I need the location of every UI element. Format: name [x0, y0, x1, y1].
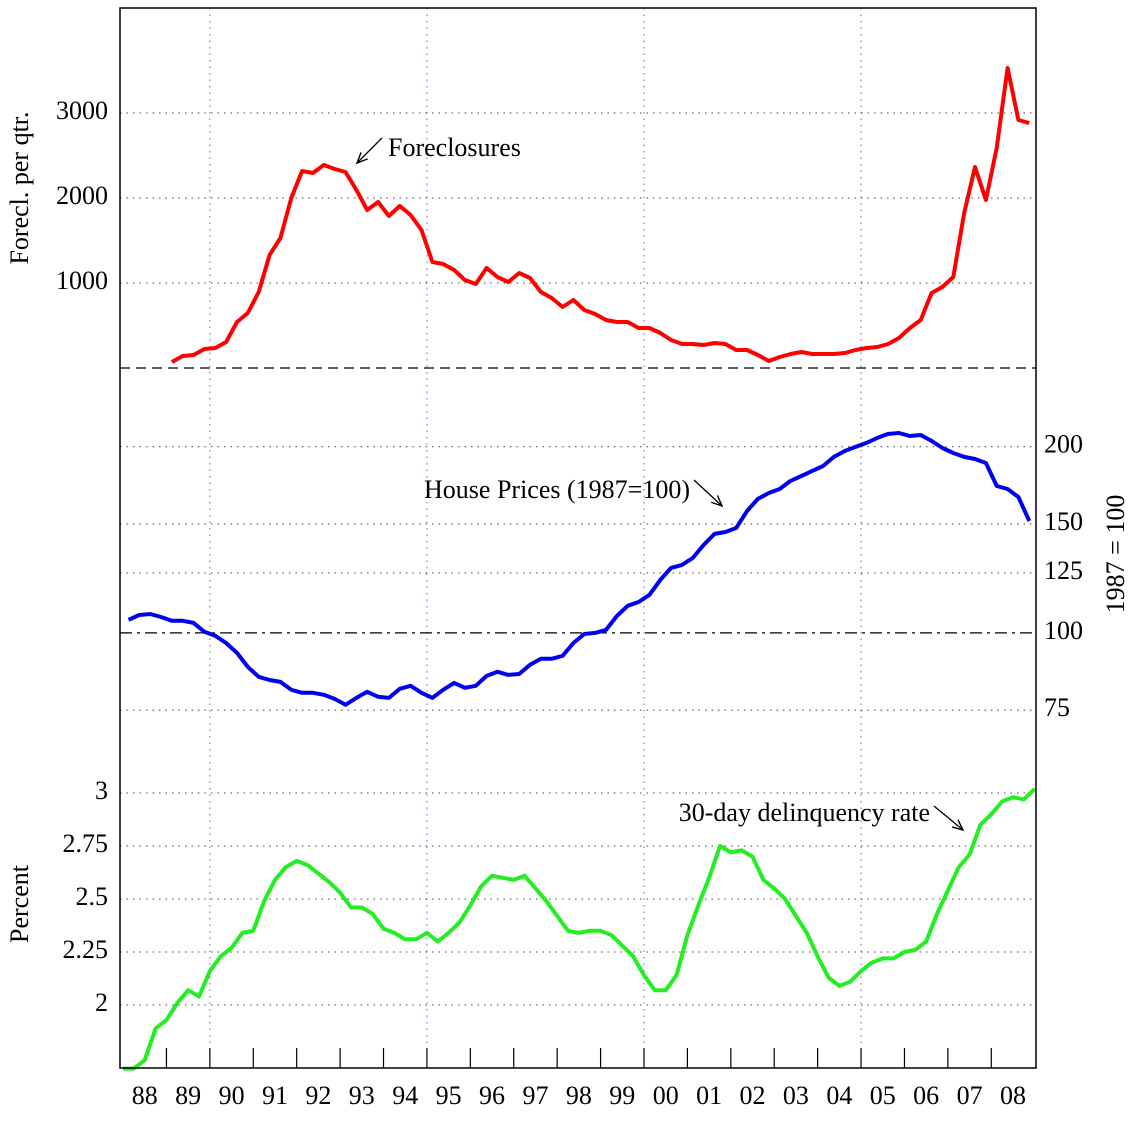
y-tick-label: 125 [1044, 556, 1083, 585]
x-tick-label: 92 [305, 1081, 331, 1110]
annotation: Foreclosures [388, 133, 521, 162]
y-tick-label: 2.75 [63, 829, 109, 858]
x-tick-label: 91 [262, 1081, 288, 1110]
x-tick-label: 89 [175, 1081, 201, 1110]
x-tick-label: 02 [740, 1081, 766, 1110]
x-tick-label: 01 [696, 1081, 722, 1110]
y-tick-label: 75 [1044, 693, 1070, 722]
x-tick-label: 94 [392, 1081, 418, 1110]
x-tick-label: 88 [132, 1081, 158, 1110]
data-line [170, 66, 1030, 364]
x-tick-label: 08 [1000, 1081, 1026, 1110]
x-tick-label: 04 [826, 1081, 852, 1110]
x-tick-label: 96 [479, 1081, 505, 1110]
annotation: 30-day delinquency rate [679, 798, 930, 827]
x-tick-label: 93 [349, 1081, 375, 1110]
y-tick-label: 2.5 [76, 882, 109, 911]
y-tick-label: 200 [1044, 430, 1083, 459]
data-line [123, 787, 1037, 1071]
y-tick-label: 2 [95, 988, 108, 1017]
x-tick-label: 05 [870, 1081, 896, 1110]
x-tick-label: 07 [957, 1081, 983, 1110]
x-tick-label: 03 [783, 1081, 809, 1110]
y-tick-label: 1000 [56, 266, 108, 295]
y-axis-label: Percent [5, 864, 34, 943]
x-tick-label: 95 [436, 1081, 462, 1110]
x-tick-label: 98 [566, 1081, 592, 1110]
x-tick-label: 90 [219, 1081, 245, 1110]
y-tick-label: 150 [1044, 507, 1083, 536]
y-tick-label: 2.25 [63, 935, 109, 964]
y-axis-label: 1987 = 100 [1101, 495, 1130, 614]
data-line [127, 431, 1032, 707]
y-tick-label: 3000 [56, 96, 108, 125]
x-tick-label: 06 [913, 1081, 939, 1110]
x-tick-label: 00 [653, 1081, 679, 1110]
y-tick-label: 100 [1044, 616, 1083, 645]
plot-layer: 1000 2000 3000 Forecl. per qtr. Foreclosures… [5, 8, 1130, 1110]
y-tick-label: 2000 [56, 181, 108, 210]
y-axis-label: Forecl. per qtr. [5, 111, 34, 264]
x-tick-label: 99 [609, 1081, 635, 1110]
y-tick-label: 3 [95, 776, 108, 805]
plot-frame [119, 7, 1037, 1069]
annotation-arrow [933, 805, 963, 830]
x-tick-label: 97 [522, 1081, 548, 1110]
annotation: House Prices (1987=100) [424, 475, 690, 504]
annotation-arrow [693, 479, 722, 506]
annotation-arrow [357, 137, 383, 163]
